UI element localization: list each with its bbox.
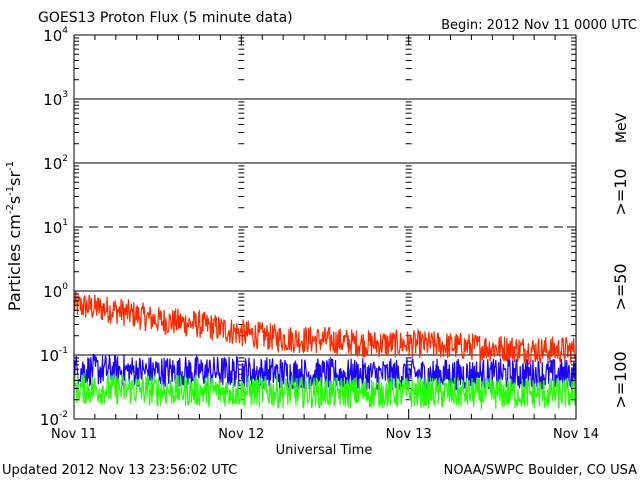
y-axis-label-s: s (5, 196, 24, 204)
unit-label: MeV (614, 112, 630, 143)
y-tick-label: 104 (43, 26, 68, 45)
y-tick-exponent: -2 (59, 410, 68, 420)
y-axis-label-exp1: -2 (5, 204, 16, 214)
legend-entry-100mev: >=100 (611, 351, 630, 408)
x-tick-labels: Nov 11 Nov 12 Nov 13 Nov 14 (51, 427, 599, 442)
y-axis-label-sr: sr (5, 171, 24, 186)
y-axis-label-exp3: -1 (5, 161, 16, 171)
y-tick-base: 10 (40, 347, 59, 365)
y-tick-base: 10 (40, 411, 59, 429)
y-tick-base: 10 (43, 219, 62, 237)
legend-entry-50mev: >=50 (611, 263, 630, 310)
series-line-0 (73, 291, 577, 365)
y-axis-label-main: Particles cm (5, 214, 24, 311)
y-tick-exponent: 0 (62, 282, 68, 292)
series-line-2 (73, 373, 577, 410)
x-tick-label: Nov 12 (218, 427, 264, 442)
y-tick-exponent: -1 (59, 346, 68, 356)
y-tick-label: 101 (43, 218, 68, 237)
footer-credit: NOAA/SWPC Boulder, CO USA (444, 463, 637, 478)
legend-entry-10mev: >=10 (611, 168, 630, 215)
y-tick-exponent: 2 (62, 154, 68, 164)
threshold-lines (74, 98, 576, 356)
y-tick-label: 102 (43, 154, 68, 173)
x-tick-label: Nov 11 (51, 427, 97, 442)
begin-label: Begin: 2012 Nov 11 0000 UTC (441, 18, 637, 33)
x-tick-label: Nov 13 (386, 427, 432, 442)
y-tick-base: 10 (43, 27, 62, 45)
y-tick-exponent: 1 (62, 218, 68, 228)
y-tick-exponent: 3 (62, 90, 68, 100)
footer-updated: Updated 2012 Nov 13 23:56:02 UTC (2, 463, 237, 478)
x-tick-label: Nov 14 (553, 427, 599, 442)
y-tick-base: 10 (43, 155, 62, 173)
y-tick-label: 103 (43, 90, 68, 109)
y-tick-label: 100 (43, 282, 68, 301)
chart-title: GOES13 Proton Flux (5 minute data) (38, 10, 293, 26)
y-axis-label: Particles cm-2s-1sr-1 (5, 161, 24, 311)
y-tick-exponent: 4 (62, 26, 68, 36)
y-tick-base: 10 (43, 91, 62, 109)
series-layer (73, 291, 577, 410)
y-axis-label-exp2: -1 (5, 186, 16, 196)
y-tick-label: 10-1 (40, 346, 68, 365)
axes (73, 34, 577, 420)
x-axis-label: Universal Time (276, 443, 373, 458)
y-tick-label: 10-2 (40, 410, 68, 429)
y-tick-base: 10 (43, 283, 62, 301)
